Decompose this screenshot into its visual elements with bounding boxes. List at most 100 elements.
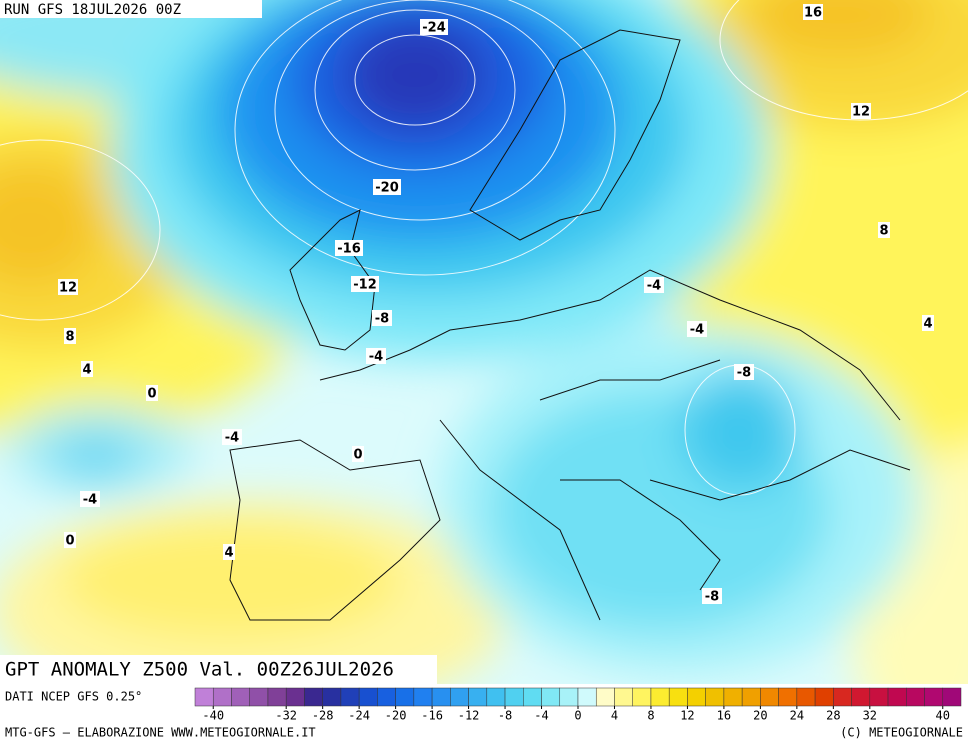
contour-label-box [702,588,722,604]
colorbar-swatch [814,687,834,707]
colorbar-label: -32 [275,709,297,723]
contour-label-box [64,328,76,344]
colorbar-swatch [395,687,415,707]
source-label: DATI NCEP GFS 0.25° [5,690,142,704]
contour-label: 16 [804,6,822,21]
colorbar-label: -28 [312,709,334,723]
contour-label: -8 [737,366,751,381]
colorbar-label: -8 [498,709,512,723]
colorbar-label: -4 [534,709,548,723]
colorbar-label: -16 [421,709,443,723]
contour-label: -4 [369,350,383,365]
colorbar-swatch [851,687,871,707]
run-label: RUN GFS 18JUL2026 00Z [4,2,181,18]
colorbar-swatch [906,687,925,707]
colorbar-swatch [377,687,396,707]
contour-label-box [351,276,379,292]
colorbar-label: 0 [574,709,581,723]
colorbar-swatch [541,687,561,707]
colorbar-label: 8 [647,709,654,723]
colorbar-swatch [212,687,232,707]
colorbar-label: 24 [790,709,804,723]
contour-label-box [734,364,754,380]
contour-label-box [372,310,392,326]
contour-label-box [803,4,823,20]
colorbar-swatch [249,687,269,707]
contour-label-box [851,103,871,119]
colorbar-label: 12 [680,709,694,723]
contour-label-box [146,385,158,401]
contour-label: -4 [690,323,704,338]
colorbar-swatch [796,687,816,707]
colorbar-swatch [468,687,488,707]
colorbar-label: 4 [611,709,618,723]
colorbar-label: -24 [348,709,370,723]
contour-label: -4 [647,279,661,294]
colorbar-swatch [486,687,506,707]
title-box [0,655,437,684]
colorbar-label: 20 [753,709,767,723]
colorbar-swatch [614,687,633,707]
map-title: GPT ANOMALY Z500 Val. 00Z26JUL2026 [5,659,394,681]
colorbar-swatch [194,687,214,707]
colorbar-swatch [668,687,688,707]
contour-label: 12 [59,281,77,296]
contour-label: 4 [224,546,233,561]
colorbar-swatch [942,687,962,707]
contour-label: -20 [375,181,399,196]
colorbar-swatch [833,687,852,707]
contour-label: -16 [337,242,361,257]
contour-label-box [58,279,78,295]
colorbar-swatch [504,687,524,707]
contour-label: -4 [225,431,239,446]
colorbar-swatch [778,687,798,707]
contour-label: -8 [705,590,719,605]
colorbar-swatch [687,687,706,707]
contour-label: -4 [83,493,97,508]
contour-label-box [373,179,401,195]
contour-label: -8 [375,312,389,327]
colorbar-swatch [632,687,652,707]
contour-label: 0 [65,534,74,549]
colorbar-swatch [924,687,944,707]
contour-label-box [222,429,242,445]
contour-label-box [420,19,448,35]
colorbar-label: 28 [826,709,840,723]
footer-left: MTG-GFS — ELABORAZIONE WWW.METEOGIORNALE… [5,726,316,740]
colorbar-swatch [231,687,250,707]
footer-right: (C) METEOGIORNALE [840,726,963,740]
run-box [0,0,262,18]
colorbar-swatch [267,687,287,707]
contour-label: -24 [422,21,446,36]
contour-label-box [335,240,363,256]
contour-label-box [644,277,664,293]
colorbar-swatch [322,687,342,707]
colorbar-swatch [450,687,469,707]
contour-label: 0 [353,448,362,463]
contour-label-box [366,348,386,364]
contour-label-box [80,491,100,507]
colorbar-label: -40 [202,709,224,723]
contour-label-box [223,544,235,560]
colorbar-swatch [523,687,542,707]
colorbar-swatch [705,687,725,707]
contour-label-box [64,532,76,548]
colorbar-label: -12 [458,709,480,723]
colorbar-label: 16 [717,709,731,723]
contour-label: -12 [353,278,377,293]
contour-label-box [922,315,934,331]
colorbar-label: 32 [863,709,877,723]
colorbar-swatch [595,687,615,707]
contour-label: 4 [923,317,932,332]
colorbar-swatch [431,687,451,707]
colorbar-swatch [869,687,889,707]
contour-label-box [878,222,890,238]
colorbar-swatch [760,687,779,707]
contour-label: 8 [879,224,888,239]
colorbar-swatch [304,687,323,707]
colorbar-swatch [340,687,360,707]
contour-label-box [352,446,364,462]
colorbar-swatch [285,687,305,707]
